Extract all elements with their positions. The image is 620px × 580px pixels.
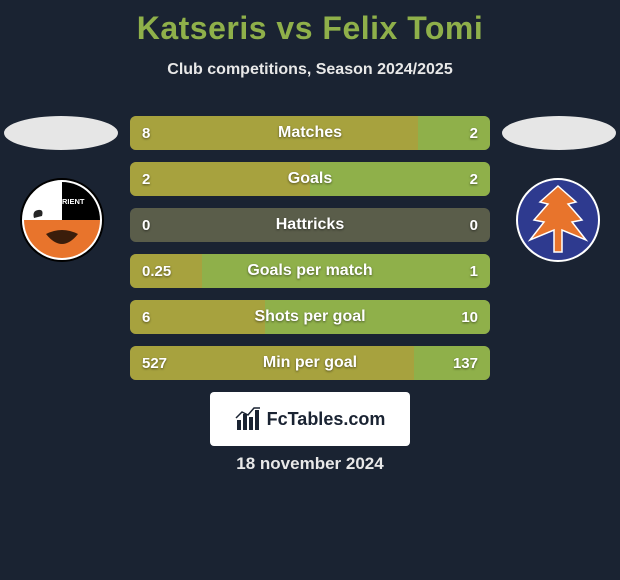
stat-fill-right xyxy=(202,254,490,288)
stat-value-right: 2 xyxy=(470,162,478,196)
stat-value-right: 0 xyxy=(470,208,478,242)
watermark[interactable]: FcTables.com xyxy=(210,392,410,446)
stat-row: 22Goals xyxy=(130,162,490,196)
tappara-crest-icon xyxy=(516,178,600,262)
player-right-silhouette xyxy=(502,116,616,150)
stat-row: 82Matches xyxy=(130,116,490,150)
club-badge-right xyxy=(516,178,600,262)
stat-row: 0.251Goals per match xyxy=(130,254,490,288)
stat-row: 610Shots per goal xyxy=(130,300,490,334)
stat-fill-right xyxy=(418,116,490,150)
stat-value-left: 0.25 xyxy=(142,254,171,288)
stat-fill-right xyxy=(265,300,490,334)
stat-fill-right xyxy=(310,162,490,196)
svg-text:FC LORIENT: FC LORIENT xyxy=(40,197,85,206)
stat-value-left: 0 xyxy=(142,208,150,242)
stat-fill-left xyxy=(130,346,414,380)
player-left-silhouette xyxy=(4,116,118,150)
club-badge-left: FC LORIENT xyxy=(20,178,104,262)
page-title: Katseris vs Felix Tomi xyxy=(0,0,620,47)
stat-row: 0 0Hattricks xyxy=(130,208,490,242)
stat-label: Hattricks xyxy=(130,208,490,242)
stat-value-left: 2 xyxy=(142,162,150,196)
stat-fill-left xyxy=(130,116,418,150)
lorient-crest-icon: FC LORIENT xyxy=(20,178,104,262)
stat-value-right: 2 xyxy=(470,116,478,150)
stat-row: 527137Min per goal xyxy=(130,346,490,380)
stat-value-right: 1 xyxy=(470,254,478,288)
stat-fill-left xyxy=(130,162,310,196)
stat-value-left: 527 xyxy=(142,346,167,380)
date-label: 18 november 2024 xyxy=(0,454,620,474)
watermark-text: FcTables.com xyxy=(267,409,386,430)
stat-value-left: 6 xyxy=(142,300,150,334)
stats-list: 82Matches22Goals00Hattricks0.251Goals pe… xyxy=(130,116,490,392)
chart-icon xyxy=(235,406,261,432)
stat-value-right: 137 xyxy=(453,346,478,380)
subtitle: Club competitions, Season 2024/2025 xyxy=(0,61,620,79)
stat-value-left: 8 xyxy=(142,116,150,150)
stat-value-right: 10 xyxy=(461,300,478,334)
